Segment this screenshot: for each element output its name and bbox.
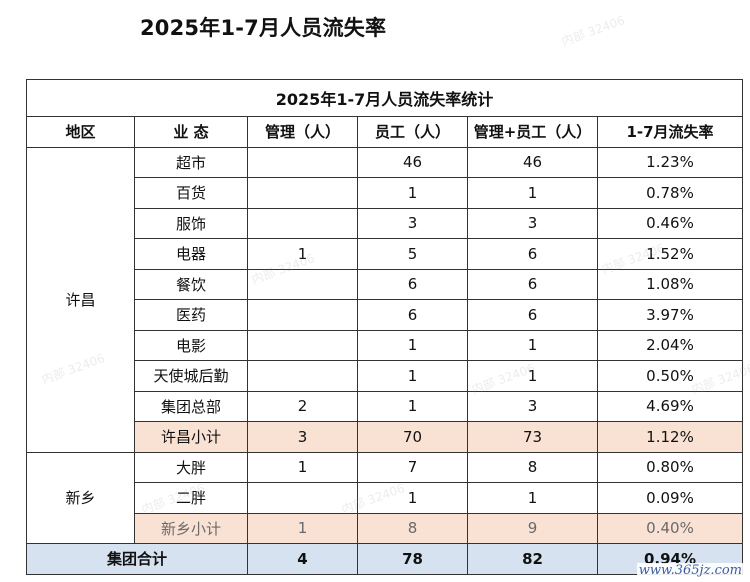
turnover-cell: 0.80% <box>596 451 744 483</box>
staff-cell: 1 <box>357 390 468 422</box>
total-cell: 73 <box>467 421 598 453</box>
business-cell: 服饰 <box>134 207 248 239</box>
region-cell: 新乡 <box>26 451 135 544</box>
turnover-cell: 1.52% <box>596 238 744 270</box>
turnover-cell: 0.09% <box>596 482 744 514</box>
staff-cell: 46 <box>357 146 468 178</box>
management-cell <box>247 360 358 392</box>
region-cell: 许昌 <box>26 146 135 453</box>
table-row: 集团总部 2 1 3 4.69% <box>27 390 744 422</box>
watermark: 内部 32406 <box>559 13 627 49</box>
table-row: 许昌 超市 46 46 1.23% <box>26 146 744 453</box>
management-cell: 1 <box>247 512 358 544</box>
management-cell <box>247 329 358 361</box>
staff-cell: 1 <box>357 177 468 209</box>
management-cell <box>247 268 358 300</box>
header-region: 地区 <box>26 116 135 148</box>
business-cell: 集团总部 <box>134 390 248 422</box>
management-cell: 2 <box>247 390 358 422</box>
header-staff: 员工（人） <box>357 116 468 148</box>
turnover-cell: 4.69% <box>596 390 744 422</box>
turnover-table: 2025年1-7月人员流失率统计 地区 业 态 管理（人） 员工（人） 管理+员… <box>25 79 744 575</box>
total-cell: 8 <box>467 451 598 483</box>
subtotal-row: 许昌小计 3 70 73 1.12% <box>27 421 744 453</box>
staff-cell: 7 <box>357 451 468 483</box>
business-cell: 医药 <box>134 299 248 331</box>
turnover-cell: 2.04% <box>596 329 744 361</box>
table-row: 电器 1 5 6 1.52% <box>27 238 744 270</box>
management-cell: 1 <box>247 451 358 483</box>
table-row: 餐饮 6 6 1.08% <box>27 268 744 300</box>
business-cell: 二胖 <box>134 482 248 514</box>
grand-total-label: 集团合计 <box>26 543 248 575</box>
management-cell: 3 <box>247 421 358 453</box>
staff-cell: 1 <box>357 360 468 392</box>
business-cell: 超市 <box>134 146 248 178</box>
turnover-cell: 0.46% <box>596 207 744 239</box>
staff-cell: 8 <box>357 512 468 544</box>
management-cell: 4 <box>247 543 358 575</box>
header-row: 地区 业 态 管理（人） 员工（人） 管理+员工（人） 1-7月流失率 <box>26 116 744 148</box>
management-cell <box>247 146 358 178</box>
table-row: 新乡 大胖 1 7 8 0.80% <box>26 451 744 544</box>
total-cell: 46 <box>467 146 598 178</box>
staff-cell: 6 <box>357 299 468 331</box>
staff-cell: 70 <box>357 421 468 453</box>
header-total: 管理+员工（人） <box>467 116 598 148</box>
management-cell <box>247 299 358 331</box>
business-cell: 餐饮 <box>134 268 248 300</box>
business-cell: 天使城后勤 <box>134 360 248 392</box>
table-row: 电影 1 1 2.04% <box>27 329 744 361</box>
management-cell <box>247 177 358 209</box>
staff-cell: 3 <box>357 207 468 239</box>
total-cell: 1 <box>467 482 598 514</box>
business-cell: 百货 <box>134 177 248 209</box>
management-cell <box>247 207 358 239</box>
management-cell <box>247 482 358 514</box>
total-cell: 9 <box>467 512 598 544</box>
table-row: 天使城后勤 1 1 0.50% <box>27 360 744 392</box>
header-turnover: 1-7月流失率 <box>596 116 744 148</box>
total-cell: 6 <box>467 238 598 270</box>
turnover-cell: 3.97% <box>596 299 744 331</box>
header-business: 业 态 <box>134 116 248 148</box>
turnover-cell: 0.50% <box>596 360 744 392</box>
table-row: 医药 6 6 3.97% <box>27 299 744 331</box>
total-cell: 6 <box>467 299 598 331</box>
site-watermark: www.365jz.com <box>636 563 744 578</box>
total-cell: 1 <box>467 177 598 209</box>
turnover-cell: 0.78% <box>596 177 744 209</box>
header-management: 管理（人） <box>247 116 358 148</box>
management-cell: 1 <box>247 238 358 270</box>
total-cell: 6 <box>467 268 598 300</box>
staff-cell: 5 <box>357 238 468 270</box>
subtotal-row: 新乡小计 1 8 9 0.40% <box>27 512 744 544</box>
business-cell: 大胖 <box>134 451 248 483</box>
total-cell: 1 <box>467 329 598 361</box>
turnover-cell: 1.23% <box>596 146 744 178</box>
table-caption: 2025年1-7月人员流失率统计 <box>25 79 744 117</box>
subtotal-label: 新乡小计 <box>134 512 248 544</box>
total-cell: 82 <box>467 543 598 575</box>
page-title: 2025年1-7月人员流失率 <box>140 16 387 40</box>
turnover-cell: 0.40% <box>596 512 744 544</box>
total-cell: 3 <box>467 207 598 239</box>
table-row: 服饰 3 3 0.46% <box>27 207 744 239</box>
subtotal-label: 许昌小计 <box>134 421 248 453</box>
grand-total-row: 集团合计 4 78 82 0.94% <box>26 543 744 575</box>
staff-cell: 1 <box>357 329 468 361</box>
turnover-cell: 1.08% <box>596 268 744 300</box>
total-cell: 1 <box>467 360 598 392</box>
staff-cell: 6 <box>357 268 468 300</box>
business-cell: 电影 <box>134 329 248 361</box>
total-cell: 3 <box>467 390 598 422</box>
staff-cell: 78 <box>357 543 468 575</box>
business-cell: 电器 <box>134 238 248 270</box>
staff-cell: 1 <box>357 482 468 514</box>
turnover-cell: 1.12% <box>596 421 744 453</box>
table-row: 二胖 1 1 0.09% <box>27 482 744 514</box>
table-row: 百货 1 1 0.78% <box>27 177 744 209</box>
